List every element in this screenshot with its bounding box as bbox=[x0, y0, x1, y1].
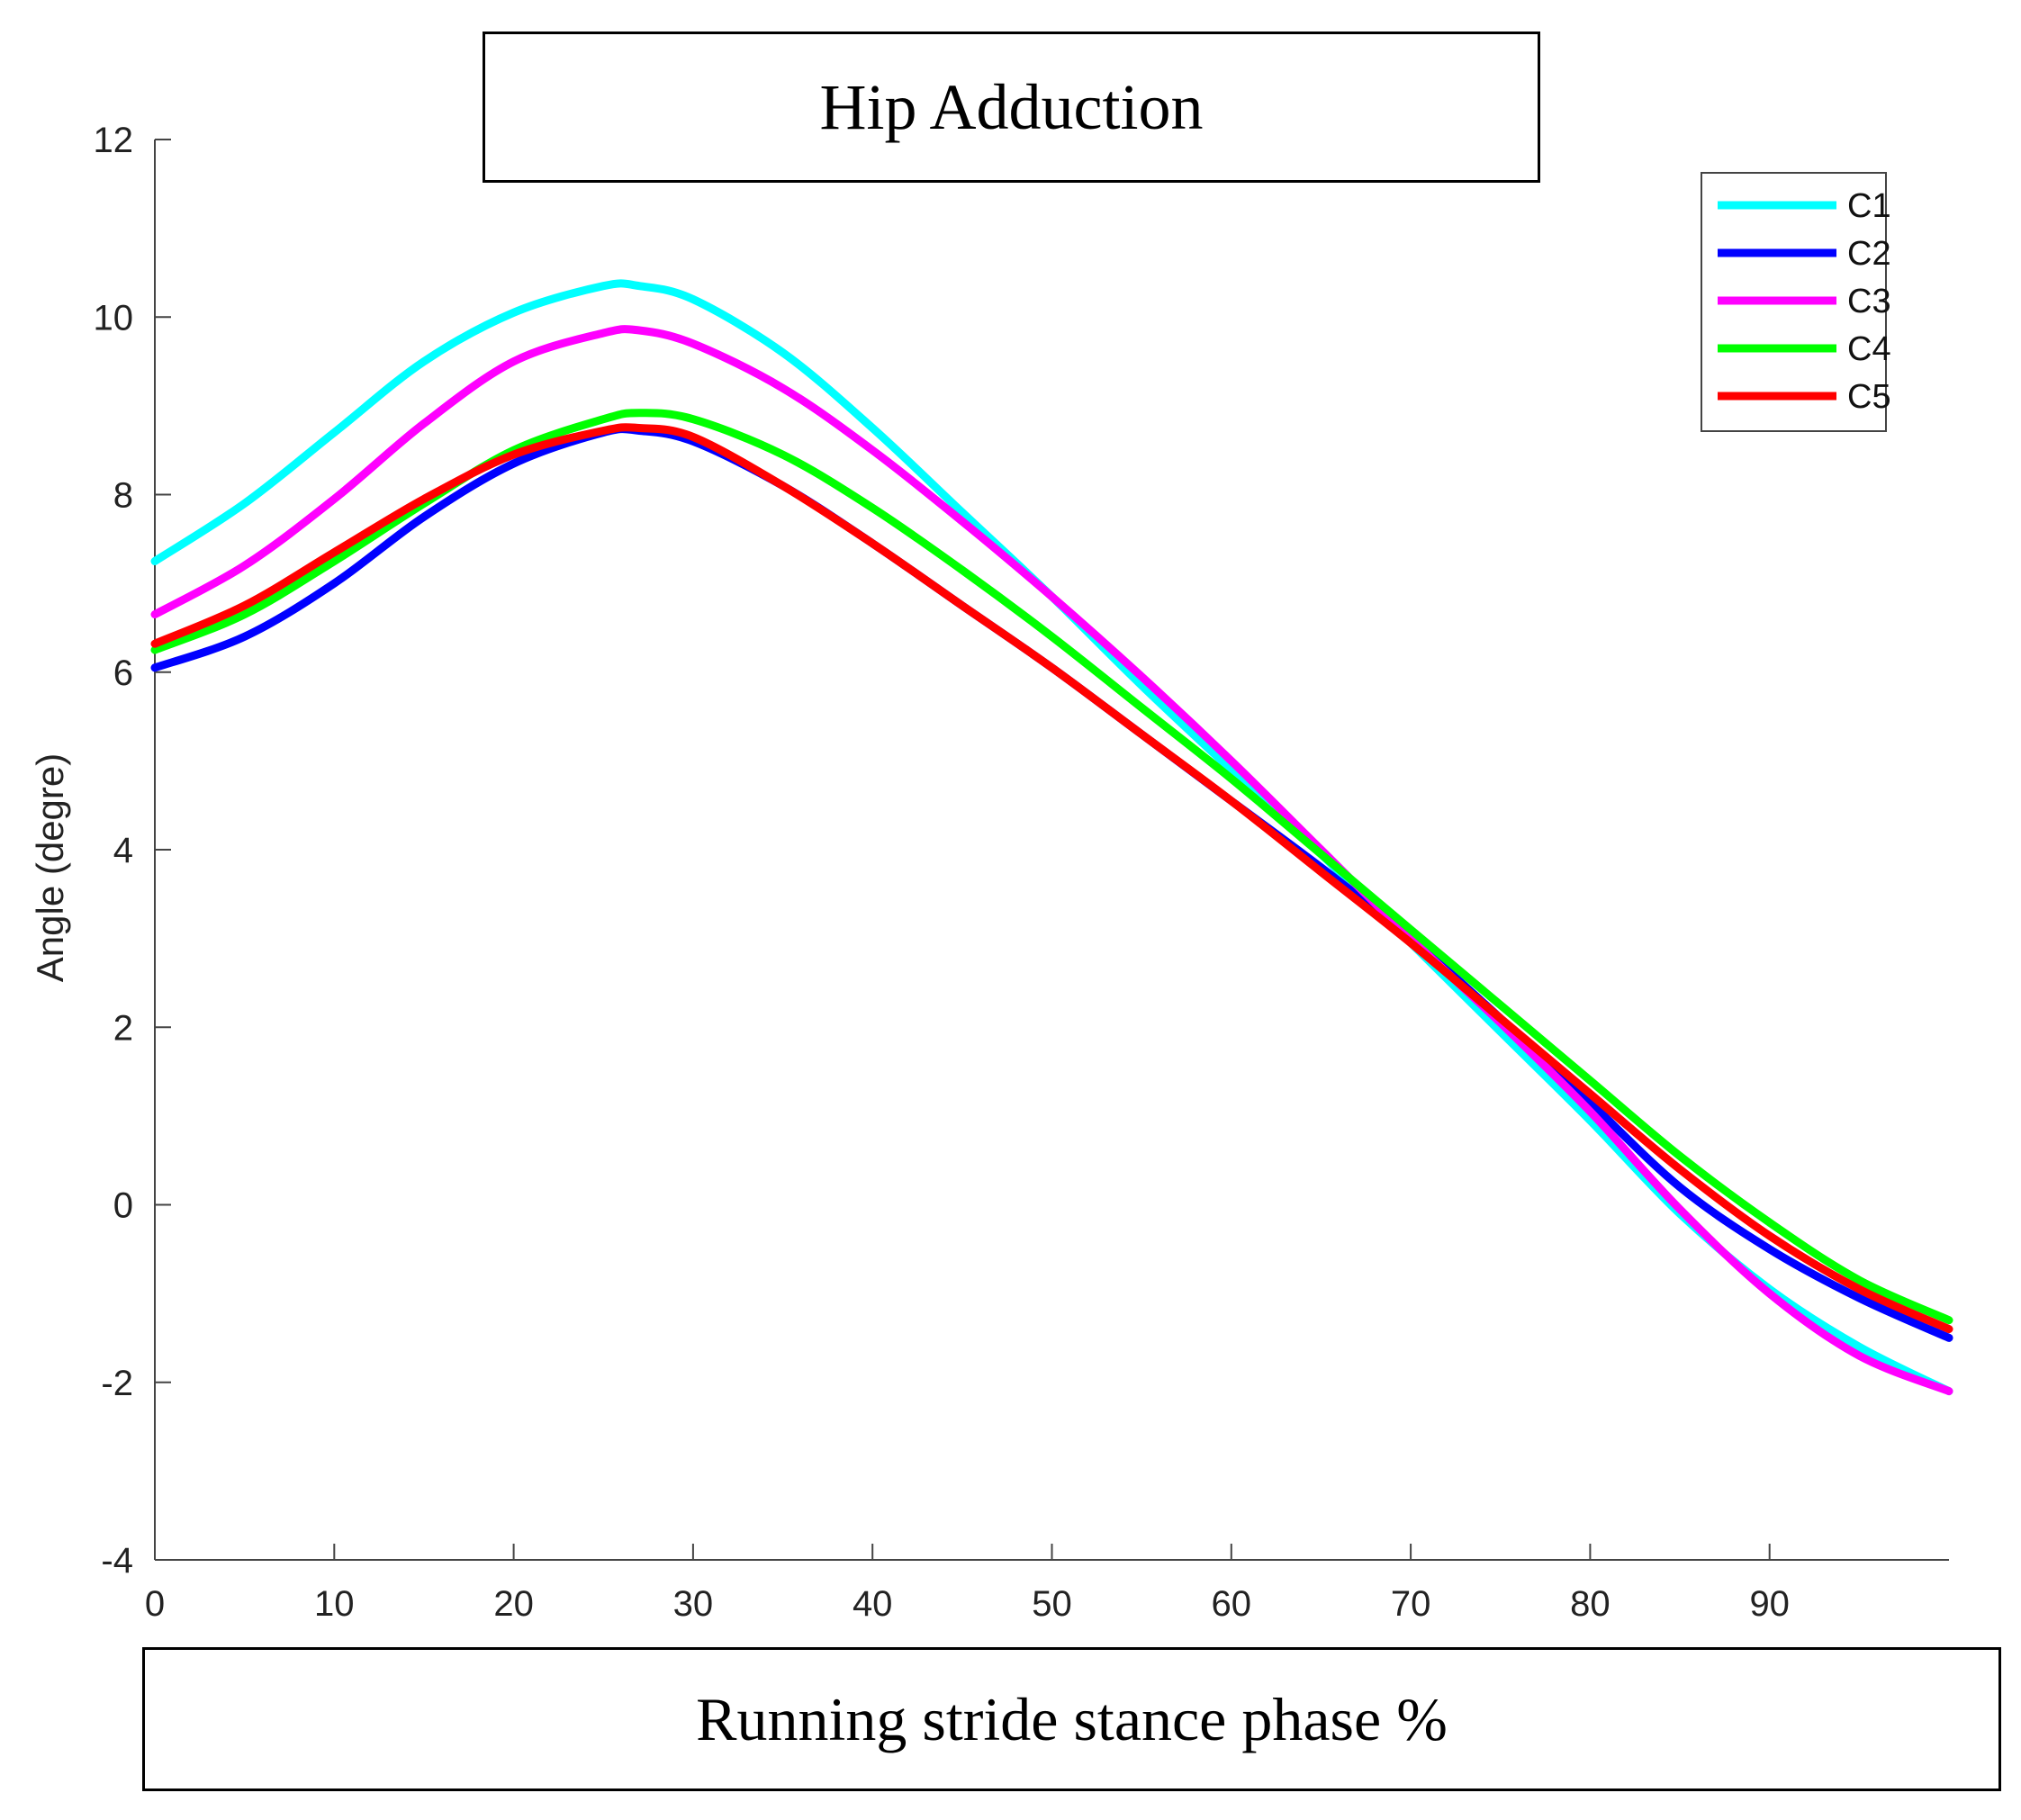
y-axis-label: Angle (degre) bbox=[29, 753, 71, 982]
x-tick-label: 0 bbox=[145, 1584, 165, 1624]
y-tick-label: 8 bbox=[113, 476, 133, 516]
series-line-c3 bbox=[150, 325, 1953, 1396]
series-line-c5 bbox=[150, 423, 1953, 1334]
y-tick-label: 12 bbox=[94, 121, 134, 160]
legend-label-c2: C2 bbox=[1847, 235, 1891, 273]
legend-label-c1: C1 bbox=[1847, 187, 1891, 225]
y-tick-label: -4 bbox=[101, 1541, 133, 1581]
series-line-c2 bbox=[150, 425, 1953, 1342]
x-tick-label: 40 bbox=[853, 1584, 893, 1624]
chart-title: Hip Adduction bbox=[483, 32, 1540, 183]
series-line-c1 bbox=[150, 279, 1953, 1396]
x-tick-label: 70 bbox=[1391, 1584, 1431, 1624]
legend-label-c5: C5 bbox=[1847, 378, 1891, 416]
y-tick-label: 4 bbox=[113, 831, 133, 870]
y-tick-label: 6 bbox=[113, 653, 133, 693]
x-tick-label: 50 bbox=[1032, 1584, 1072, 1624]
legend-label-c4: C4 bbox=[1847, 330, 1891, 368]
x-tick-label: 90 bbox=[1749, 1584, 1790, 1624]
y-tick-label: -2 bbox=[101, 1364, 133, 1403]
y-tick-label: 10 bbox=[94, 298, 134, 338]
x-tick-label: 10 bbox=[314, 1584, 355, 1624]
x-tick-label: 80 bbox=[1570, 1584, 1610, 1624]
legend-label-c3: C3 bbox=[1847, 283, 1891, 320]
x-axis-label: Running stride stance phase % bbox=[142, 1647, 2001, 1791]
x-tick-label: 60 bbox=[1212, 1584, 1252, 1624]
x-tick-label: 20 bbox=[493, 1584, 534, 1624]
y-tick-label: 2 bbox=[113, 1008, 133, 1048]
x-tick-label: 30 bbox=[673, 1584, 714, 1624]
y-tick-label: 0 bbox=[113, 1186, 133, 1226]
